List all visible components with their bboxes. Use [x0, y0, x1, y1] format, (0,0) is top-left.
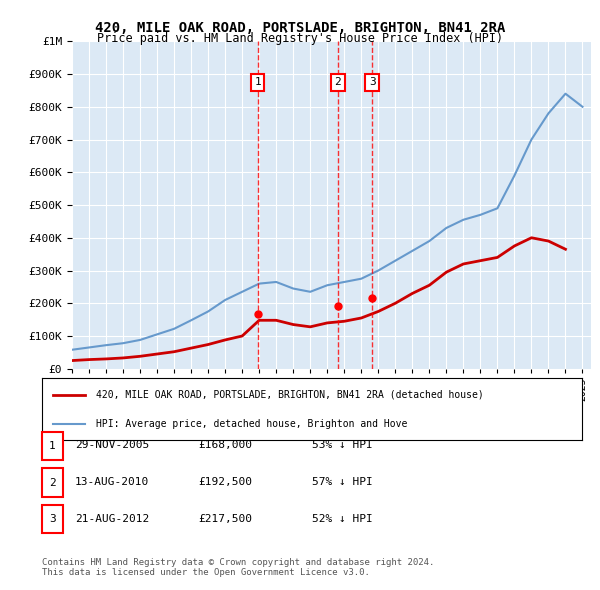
Text: 2: 2: [334, 77, 341, 87]
Text: Price paid vs. HM Land Registry's House Price Index (HPI): Price paid vs. HM Land Registry's House …: [97, 32, 503, 45]
Text: Contains HM Land Registry data © Crown copyright and database right 2024.
This d: Contains HM Land Registry data © Crown c…: [42, 558, 434, 577]
Text: HPI: Average price, detached house, Brighton and Hove: HPI: Average price, detached house, Brig…: [96, 419, 407, 429]
Text: 3: 3: [369, 77, 376, 87]
Text: £192,500: £192,500: [198, 477, 252, 487]
Text: £217,500: £217,500: [198, 514, 252, 523]
Text: 1: 1: [254, 77, 261, 87]
Text: 3: 3: [49, 514, 56, 524]
Text: 52% ↓ HPI: 52% ↓ HPI: [312, 514, 373, 523]
Text: 420, MILE OAK ROAD, PORTSLADE, BRIGHTON, BN41 2RA (detached house): 420, MILE OAK ROAD, PORTSLADE, BRIGHTON,…: [96, 390, 484, 400]
Text: 2: 2: [49, 478, 56, 487]
Text: 21-AUG-2012: 21-AUG-2012: [75, 514, 149, 523]
Text: 13-AUG-2010: 13-AUG-2010: [75, 477, 149, 487]
Text: 420, MILE OAK ROAD, PORTSLADE, BRIGHTON, BN41 2RA: 420, MILE OAK ROAD, PORTSLADE, BRIGHTON,…: [95, 21, 505, 35]
Text: £168,000: £168,000: [198, 441, 252, 450]
Text: 29-NOV-2005: 29-NOV-2005: [75, 441, 149, 450]
Text: 57% ↓ HPI: 57% ↓ HPI: [312, 477, 373, 487]
Text: 53% ↓ HPI: 53% ↓ HPI: [312, 441, 373, 450]
Text: 1: 1: [49, 441, 56, 451]
